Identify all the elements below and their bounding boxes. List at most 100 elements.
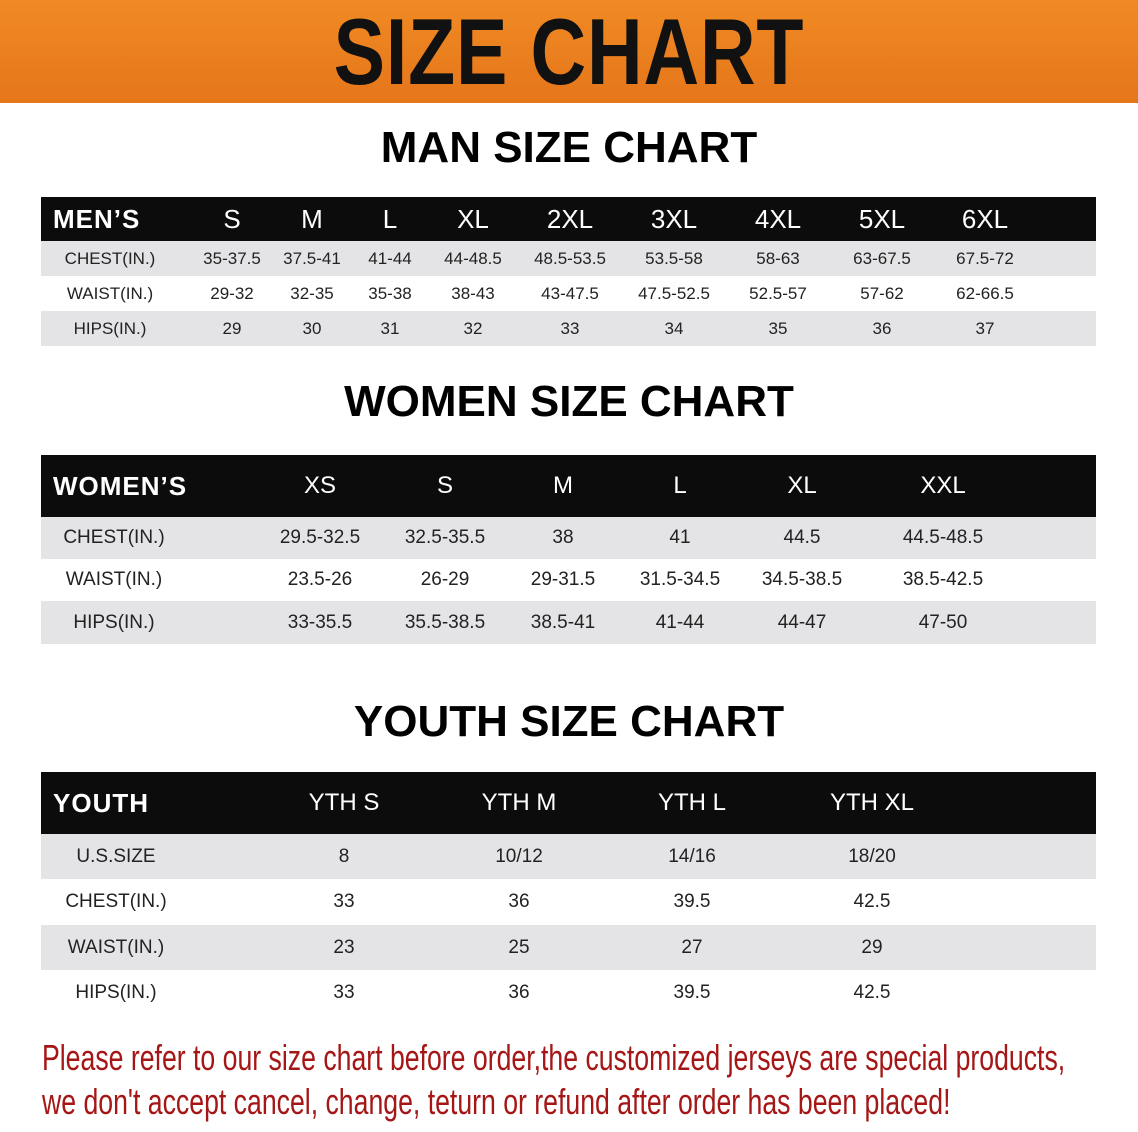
youth-header-label: YOUTH <box>53 787 149 818</box>
size-header-cell: YTH L <box>657 789 727 816</box>
table-row: CHEST(IN.) 33 36 39.5 42.5 <box>41 879 1096 925</box>
measurement-cell: 58-63 <box>756 248 800 268</box>
measurement-cell: 47.5-52.5 <box>638 283 710 303</box>
row-label: U.S.SIZE <box>76 845 156 867</box>
measurement-cell: 35.5-38.5 <box>404 611 486 633</box>
measurement-cell: 44-47 <box>777 611 827 633</box>
size-header-cell: S <box>223 203 241 234</box>
measurement-cell: 29-31.5 <box>530 569 596 590</box>
row-label: CHEST(IN.) <box>65 891 167 912</box>
measurement-cell: 23 <box>333 936 355 958</box>
measurement-cell: 33 <box>333 891 355 912</box>
measurement-cell: 29.5-32.5 <box>279 527 361 548</box>
measurement-cell: 39.5 <box>673 891 711 912</box>
size-header-cell: M <box>301 203 323 234</box>
women-header-label: WOMEN’S <box>53 470 188 501</box>
table-row: HIPS(IN.) 29 30 31 32 33 34 35 36 37 <box>41 311 1096 346</box>
size-header-cell: L <box>382 203 398 234</box>
measurement-cell: 35-37.5 <box>203 248 261 268</box>
row-label: WAIST(IN.) <box>67 936 165 958</box>
table-row: CHEST(IN.) 29.5-32.5 32.5-35.5 38 41 44.5 44.5… <box>41 517 1096 559</box>
size-header-cell: 2XL <box>546 203 594 234</box>
measurement-cell: 37.5-41 <box>283 248 341 268</box>
notice-line-2: we don't accept cancel, change, teturn o… <box>42 1081 951 1122</box>
row-label: HIPS(IN.) <box>73 611 155 633</box>
size-header-cell: 6XL <box>961 203 1009 234</box>
measurement-cell: 47-50 <box>918 611 968 633</box>
measurement-cell: 32-35 <box>290 283 334 303</box>
row-label: WAIST(IN.) <box>65 569 163 590</box>
row-label: HIPS(IN.) <box>73 318 147 338</box>
measurement-cell: 35 <box>768 318 788 338</box>
measurement-cell: 44.5 <box>783 527 821 548</box>
table-row: HIPS(IN.) 33-35.5 35.5-38.5 38.5-41 41-44 44-… <box>41 601 1096 644</box>
measurement-cell: 26-29 <box>420 569 470 590</box>
measurement-cell: 42.5 <box>853 981 891 1003</box>
table-row: U.S.SIZE 8 10/12 14/16 18/20 <box>41 834 1096 879</box>
measurement-cell: 33 <box>333 981 355 1003</box>
measurement-cell: 42.5 <box>853 891 891 912</box>
measurement-cell: 25 <box>508 936 530 958</box>
measurement-cell: 23.5-26 <box>287 569 353 590</box>
measurement-cell: 27 <box>681 936 703 958</box>
measurement-cell: 38-43 <box>451 283 495 303</box>
measurement-cell: 29 <box>861 936 883 958</box>
measurement-cell: 41 <box>669 527 691 548</box>
measurement-cell: 33 <box>560 318 580 338</box>
row-label: HIPS(IN.) <box>75 981 157 1003</box>
measurement-cell: 48.5-53.5 <box>534 248 606 268</box>
table-row: WAIST(IN.) 29-32 32-35 35-38 38-43 43-47.5 47.… <box>41 276 1096 311</box>
row-label: WAIST(IN.) <box>66 283 154 303</box>
size-header-cell: YTH S <box>308 789 380 816</box>
measurement-cell: 43-47.5 <box>541 283 599 303</box>
measurement-cell: 39.5 <box>673 981 711 1003</box>
size-header-cell: 5XL <box>858 203 906 234</box>
size-header-cell: XXL <box>920 472 966 499</box>
measurement-cell: 30 <box>302 318 322 338</box>
table-row: WAIST(IN.) 23 25 27 29 <box>41 925 1096 970</box>
measurement-cell: 44-48.5 <box>444 248 502 268</box>
men-header-label: MEN’S <box>53 203 141 234</box>
size-header-cell: YTH M <box>481 789 557 816</box>
row-label: CHEST(IN.) <box>64 248 156 268</box>
measurement-cell: 32 <box>463 318 483 338</box>
size-header-cell: M <box>553 472 573 499</box>
measurement-cell: 62-66.5 <box>956 283 1014 303</box>
size-header-cell: L <box>673 472 687 499</box>
measurement-cell: 38.5-41 <box>530 611 596 633</box>
measurement-cell: 10/12 <box>495 845 543 867</box>
size-header-cell: 4XL <box>754 203 802 234</box>
measurement-cell: 33-35.5 <box>287 611 353 633</box>
size-header-cell: S <box>436 472 454 499</box>
measurement-cell: 37 <box>975 318 995 338</box>
measurement-cell: 38.5-42.5 <box>902 569 984 590</box>
measurement-cell: 14/16 <box>668 845 716 867</box>
measurement-cell: 41-44 <box>368 248 412 268</box>
measurement-cell: 38 <box>552 527 574 548</box>
measurement-cell: 36 <box>872 318 892 338</box>
youth-section-title: YOUTH SIZE CHART <box>353 697 785 746</box>
measurement-cell: 29 <box>222 318 242 338</box>
measurement-cell: 18/20 <box>848 845 896 867</box>
measurement-cell: 63-67.5 <box>853 248 911 268</box>
table-row: WAIST(IN.) 23.5-26 26-29 29-31.5 31.5-34.5 34… <box>41 559 1096 601</box>
table-row: HIPS(IN.) 33 36 39.5 42.5 <box>41 970 1096 1015</box>
size-header-cell: 3XL <box>650 203 698 234</box>
measurement-cell: 31.5-34.5 <box>639 569 721 590</box>
women-section-title: WOMEN SIZE CHART <box>344 377 794 426</box>
measurement-cell: 44.5-48.5 <box>902 527 984 548</box>
measurement-cell: 67.5-72 <box>956 248 1014 268</box>
measurement-cell: 32.5-35.5 <box>404 527 486 548</box>
table-row: CHEST(IN.) 35-37.5 37.5-41 41-44 44-48.5 48.5… <box>41 241 1096 276</box>
measurement-cell: 34.5-38.5 <box>761 569 843 590</box>
size-chart-banner: SIZE CHART <box>0 0 1138 103</box>
measurement-cell: 31 <box>380 318 400 338</box>
measurement-cell: 8 <box>338 845 350 867</box>
banner-title: SIZE CHART <box>333 0 805 104</box>
measurement-cell: 29-32 <box>210 283 254 303</box>
measurement-cell: 41-44 <box>655 611 705 633</box>
measurement-cell: 36 <box>508 981 530 1003</box>
size-header-cell: XL <box>457 203 489 234</box>
size-header-cell: XS <box>303 472 337 499</box>
women-header-row: WOMEN’S XS S M L XL XXL <box>41 455 1096 517</box>
